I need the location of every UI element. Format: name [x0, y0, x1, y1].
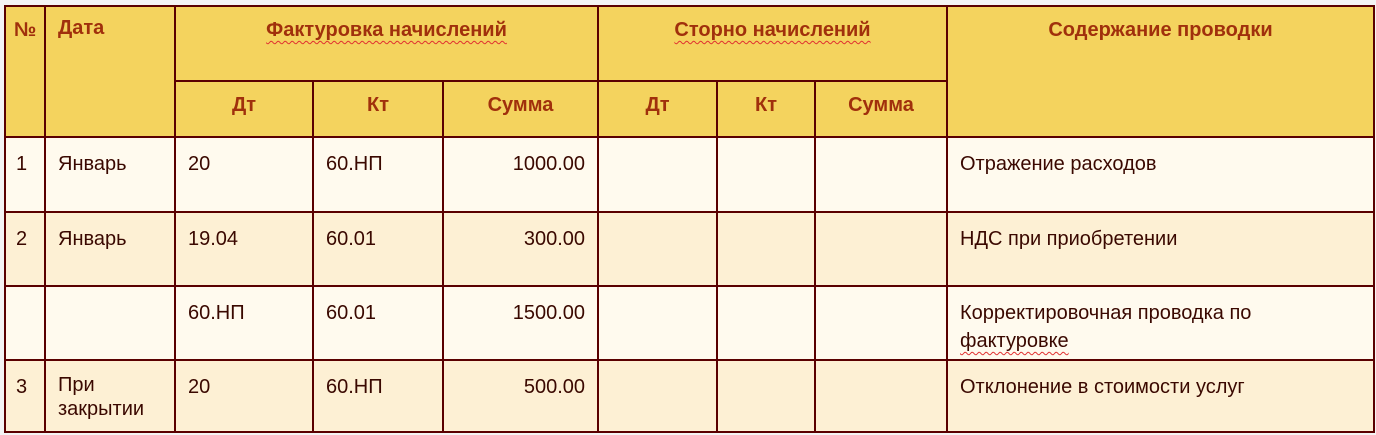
table-row: 2 Январь 19.04 60.01 300.00 НДС при прио… [4, 211, 1375, 287]
cell-f-kt: 60.01 [312, 285, 444, 361]
cell-s-sum [814, 136, 948, 213]
cell-f-dt: 20 [174, 359, 314, 433]
table-row: 60.НП 60.01 1500.00 Корректировочная про… [4, 285, 1375, 361]
cell-s-kt [716, 285, 816, 361]
cell-f-sum: 500.00 [442, 359, 599, 433]
cell-num: 3 [4, 359, 46, 433]
cell-s-dt [597, 136, 718, 213]
cell-s-kt [716, 359, 816, 433]
table-row: 1 Январь 20 60.НП 1000.00 Отражение расх… [4, 136, 1375, 213]
cell-content: Отклонение в стоимости услуг [946, 359, 1375, 433]
cell-f-sum: 1000.00 [442, 136, 599, 213]
cell-f-dt: 19.04 [174, 211, 314, 287]
cell-s-sum [814, 359, 948, 433]
cell-date: Январь [44, 211, 176, 287]
cell-s-sum [814, 211, 948, 287]
header-content: Содержание проводки [946, 5, 1375, 138]
header-storno-sum: Сумма [814, 80, 948, 138]
postings-table: № Дата Фактуровка начислений Сторно начи… [4, 5, 1375, 433]
cell-f-kt: 60.НП [312, 359, 444, 433]
cell-num: 1 [4, 136, 46, 213]
cell-f-kt: 60.НП [312, 136, 444, 213]
cell-f-kt: 60.01 [312, 211, 444, 287]
header-num: № [4, 5, 46, 138]
cell-f-dt: 20 [174, 136, 314, 213]
cell-date [44, 285, 176, 361]
cell-s-kt [716, 211, 816, 287]
cell-content: Корректировочная проводка по фактуровке [946, 285, 1375, 361]
header-storno-kt: Кт [716, 80, 816, 138]
cell-s-dt [597, 285, 718, 361]
cell-num [4, 285, 46, 361]
cell-s-kt [716, 136, 816, 213]
header-date: Дата [44, 5, 176, 138]
cell-s-dt [597, 359, 718, 433]
cell-content: НДС при приобретении [946, 211, 1375, 287]
header-invoice-kt: Кт [312, 80, 444, 138]
cell-date: Январь [44, 136, 176, 213]
cell-f-sum: 1500.00 [442, 285, 599, 361]
cell-f-dt: 60.НП [174, 285, 314, 361]
cell-s-dt [597, 211, 718, 287]
header-invoice-sum: Сумма [442, 80, 599, 138]
cell-f-sum: 300.00 [442, 211, 599, 287]
header-storno-dt: Дт [597, 80, 718, 138]
cell-date: При закрытии [44, 359, 176, 433]
header-storno: Сторно начислений [597, 5, 948, 82]
table-row: 3 При закрытии 20 60.НП 500.00 Отклонени… [4, 359, 1375, 433]
header-invoice: Фактуровка начислений [174, 5, 599, 82]
cell-s-sum [814, 285, 948, 361]
cell-num: 2 [4, 211, 46, 287]
cell-content: Отражение расходов [946, 136, 1375, 213]
header-invoice-dt: Дт [174, 80, 314, 138]
